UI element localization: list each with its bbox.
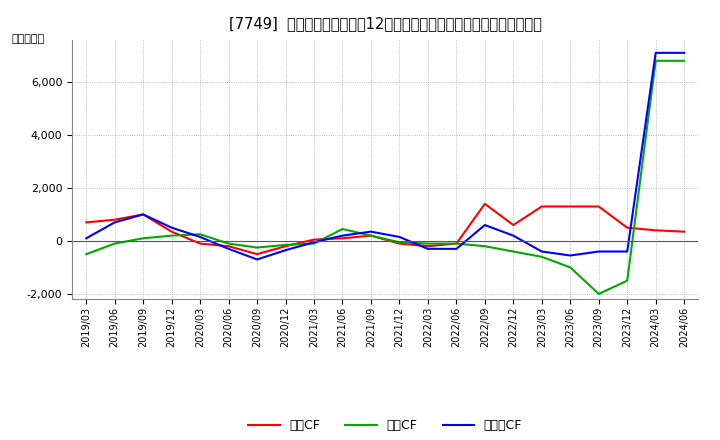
Line: 投資CF: 投資CF xyxy=(86,61,684,294)
フリーCF xyxy=(196,235,204,240)
投資CF xyxy=(509,249,518,254)
投資CF xyxy=(566,265,575,270)
投資CF xyxy=(139,236,148,241)
フリーCF xyxy=(652,50,660,55)
フリーCF xyxy=(110,220,119,225)
営業CF xyxy=(225,244,233,249)
Line: 営業CF: 営業CF xyxy=(86,204,684,254)
投資CF xyxy=(82,252,91,257)
投資CF xyxy=(225,241,233,246)
フリーCF xyxy=(282,248,290,253)
営業CF xyxy=(366,233,375,238)
投資CF xyxy=(480,244,489,249)
投資CF xyxy=(395,240,404,245)
Title: [7749]  キャッシュフローの12か月移動合計の対前年同期増減額の推移: [7749] キャッシュフローの12か月移動合計の対前年同期増減額の推移 xyxy=(229,16,541,32)
フリーCF xyxy=(366,229,375,234)
営業CF xyxy=(310,237,318,242)
フリーCF xyxy=(480,222,489,227)
Y-axis label: （百万円）: （百万円） xyxy=(12,34,45,44)
投資CF xyxy=(253,245,261,250)
営業CF xyxy=(167,229,176,234)
営業CF xyxy=(566,204,575,209)
営業CF xyxy=(623,225,631,230)
投資CF xyxy=(452,241,461,246)
営業CF xyxy=(480,201,489,206)
フリーCF xyxy=(595,249,603,254)
投資CF xyxy=(680,58,688,63)
フリーCF xyxy=(680,50,688,55)
フリーCF xyxy=(139,212,148,217)
投資CF xyxy=(423,241,432,246)
営業CF xyxy=(282,244,290,249)
フリーCF xyxy=(509,233,518,238)
フリーCF xyxy=(310,240,318,245)
投資CF xyxy=(338,226,347,231)
営業CF xyxy=(110,217,119,222)
営業CF xyxy=(509,222,518,227)
営業CF xyxy=(652,227,660,233)
フリーCF xyxy=(167,225,176,230)
フリーCF xyxy=(537,249,546,254)
投資CF xyxy=(110,241,119,246)
営業CF xyxy=(595,204,603,209)
投資CF xyxy=(595,291,603,297)
フリーCF xyxy=(338,233,347,238)
投資CF xyxy=(652,58,660,63)
営業CF xyxy=(82,220,91,225)
投資CF xyxy=(196,231,204,237)
フリーCF xyxy=(253,257,261,262)
投資CF xyxy=(366,233,375,238)
営業CF xyxy=(452,241,461,246)
営業CF xyxy=(253,252,261,257)
投資CF xyxy=(537,254,546,260)
フリーCF xyxy=(82,236,91,241)
Legend: 営業CF, 投資CF, フリーCF: 営業CF, 投資CF, フリーCF xyxy=(243,414,527,437)
営業CF xyxy=(680,229,688,234)
投資CF xyxy=(623,278,631,283)
フリーCF xyxy=(566,253,575,258)
フリーCF xyxy=(395,235,404,240)
フリーCF xyxy=(623,249,631,254)
フリーCF xyxy=(225,246,233,252)
投資CF xyxy=(282,242,290,248)
営業CF xyxy=(139,212,148,217)
営業CF xyxy=(537,204,546,209)
投資CF xyxy=(310,241,318,246)
Line: フリーCF: フリーCF xyxy=(86,53,684,260)
フリーCF xyxy=(452,246,461,252)
フリーCF xyxy=(423,246,432,252)
営業CF xyxy=(338,236,347,241)
営業CF xyxy=(423,244,432,249)
投資CF xyxy=(167,233,176,238)
営業CF xyxy=(395,241,404,246)
営業CF xyxy=(196,241,204,246)
